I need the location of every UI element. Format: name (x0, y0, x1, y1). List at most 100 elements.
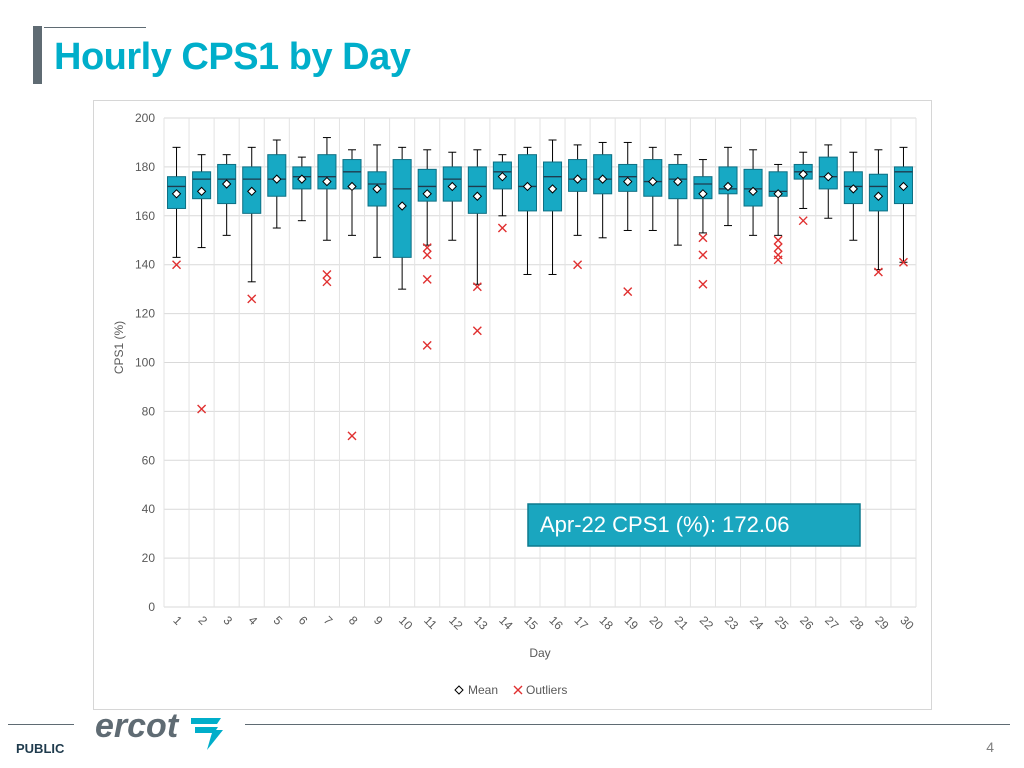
x-tick-label: 24 (747, 613, 767, 633)
mean-marker (698, 189, 708, 199)
outlier-marker (497, 223, 507, 233)
mean-marker (347, 181, 357, 192)
legend-outlier-label: Outliers (526, 683, 567, 697)
outlier-marker (472, 326, 482, 336)
outlier-marker (422, 340, 432, 350)
outlier-marker (773, 255, 783, 265)
legend-outlier-icon (513, 685, 523, 695)
outlier-marker (172, 260, 182, 270)
x-tick-label: 15 (521, 613, 541, 633)
mean-marker (472, 191, 483, 201)
outlier-marker (798, 216, 808, 226)
outlier-marker (873, 267, 883, 277)
y-tick-label: 20 (142, 551, 156, 565)
outlier-marker (247, 294, 257, 304)
x-tick-label: 18 (597, 613, 617, 633)
x-tick-label: 8 (346, 613, 361, 628)
mean-marker (171, 189, 182, 199)
mean-marker (823, 171, 833, 182)
outlier-marker (573, 260, 583, 270)
x-tick-label: 28 (847, 613, 867, 633)
page-number: 4 (986, 739, 994, 755)
y-tick-label: 40 (142, 502, 156, 516)
outlier-marker (773, 243, 783, 253)
x-tick-label: 10 (396, 613, 416, 633)
outlier-marker (322, 269, 332, 279)
outlier-marker (422, 274, 432, 284)
x-tick-label: 3 (221, 613, 236, 628)
legend-mean-icon (454, 685, 464, 695)
slide-title: Hourly CPS1 by Day (54, 36, 411, 78)
x-tick-label: 1 (170, 613, 185, 628)
mean-marker (447, 181, 457, 192)
x-tick-label: 6 (296, 613, 311, 628)
y-tick-label: 140 (135, 258, 155, 272)
outlier-marker (698, 279, 708, 289)
y-tick-label: 100 (135, 356, 155, 370)
x-tick-label: 12 (446, 613, 466, 633)
outlier-marker (773, 235, 783, 245)
mean-marker (748, 186, 758, 197)
x-tick-label: 4 (246, 613, 261, 628)
mean-marker (848, 184, 859, 194)
mean-marker (297, 174, 307, 184)
x-tick-label: 5 (271, 613, 286, 628)
outlier-marker (472, 282, 482, 292)
public-label: PUBLIC (16, 741, 65, 756)
mean-marker (873, 191, 884, 201)
box-day-11 (417, 168, 437, 202)
y-tick-label: 80 (142, 404, 156, 418)
box-day-7 (317, 154, 337, 190)
outlier-marker (698, 250, 708, 260)
mean-marker (322, 176, 332, 187)
y-tick-label: 160 (135, 209, 155, 223)
y-tick-label: 200 (135, 111, 155, 125)
x-tick-label: 11 (421, 613, 440, 632)
title-accent-bar (33, 26, 42, 84)
y-axis-title: CPS1 (%) (112, 321, 126, 374)
mean-marker (798, 169, 808, 179)
x-tick-label: 27 (822, 613, 842, 633)
mean-marker (898, 181, 909, 192)
x-tick-label: 30 (897, 613, 917, 633)
x-axis-title: Day (529, 646, 550, 660)
x-tick-label: 22 (697, 613, 717, 633)
outlier-marker (898, 257, 908, 267)
x-tick-label: 17 (571, 613, 591, 633)
mean-marker (623, 176, 633, 187)
mean-marker (547, 184, 558, 194)
mean-marker (723, 181, 733, 192)
outlier-marker (698, 233, 708, 243)
callout-text: Apr-22 CPS1 (%): 172.06 (540, 512, 789, 537)
x-tick-label: 13 (471, 613, 491, 633)
x-tick-label: 23 (722, 613, 742, 633)
x-tick-label: 26 (797, 613, 817, 633)
mean-marker (497, 171, 508, 182)
x-tick-label: 29 (872, 613, 892, 633)
outlier-marker (347, 431, 357, 441)
box-day-22 (693, 176, 713, 200)
x-tick-label: 19 (622, 613, 642, 633)
mean-marker (397, 201, 407, 211)
mean-marker (247, 186, 257, 197)
x-tick-label: 7 (321, 613, 336, 628)
x-tick-label: 2 (195, 613, 210, 628)
box-day-18 (593, 154, 613, 195)
mean-marker (597, 174, 608, 184)
footer-rule-right (245, 724, 1010, 725)
outlier-marker (322, 277, 332, 287)
mean-marker (572, 174, 583, 184)
mean-marker (196, 186, 207, 197)
ercot-logo: ercot (95, 707, 223, 750)
y-tick-label: 180 (135, 160, 155, 174)
mean-marker (272, 174, 282, 184)
y-tick-label: 0 (148, 600, 155, 614)
mean-marker (422, 189, 432, 199)
y-tick-label: 60 (142, 453, 156, 467)
legend-mean-label: Mean (468, 683, 498, 697)
box-day-23 (718, 166, 738, 195)
mean-marker (673, 176, 683, 187)
outlier-marker (623, 287, 633, 297)
x-tick-label: 21 (672, 613, 692, 633)
x-tick-label: 16 (546, 613, 566, 633)
